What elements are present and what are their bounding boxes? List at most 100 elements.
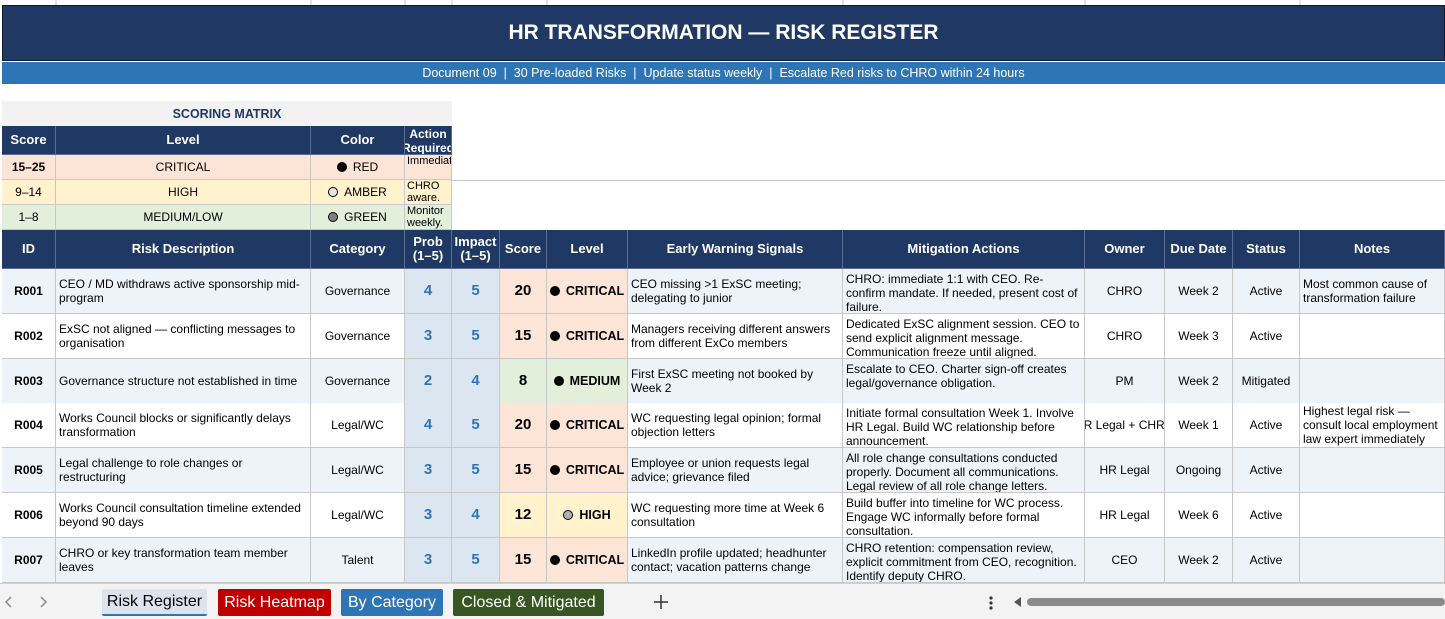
cell-text: Mitigated	[1241, 373, 1291, 388]
cell-text: Risk Description	[131, 241, 235, 256]
cell-warning: WC requesting more time at Week 6 consul…	[628, 493, 843, 538]
cell-text: 5	[471, 326, 480, 344]
cell-text: Impact (1–5)	[454, 234, 497, 263]
column-header: Mitigation Actions	[843, 230, 1085, 269]
cell-text: Legal/WC	[331, 463, 384, 478]
sheet-tab[interactable]: By Category	[341, 589, 443, 616]
cell-text: 8	[518, 371, 528, 389]
add-sheet[interactable]	[651, 592, 671, 612]
cell-text: Action Required	[405, 127, 452, 155]
cell-text: R005	[14, 463, 43, 478]
matrix-action: Monitor weekly.	[405, 205, 452, 230]
cell-owner: CHRO	[1085, 269, 1165, 314]
sheet-tab[interactable]: Risk Register	[102, 589, 207, 616]
cell-id: R001	[2, 269, 56, 314]
top-grid	[55, 0, 1301, 6]
more-menu[interactable]	[984, 592, 998, 614]
cell-notes	[1300, 448, 1445, 494]
cell-description: Legal challenge to role changes or restr…	[56, 448, 311, 494]
column-header: Prob (1–5)	[405, 230, 452, 269]
tab-nav-arrows[interactable]	[0, 590, 60, 614]
cell-text: 4	[423, 416, 433, 434]
cell-due: Week 1	[1165, 403, 1233, 449]
cell-owner: HR Legal	[1085, 448, 1165, 494]
cell-text: 15	[514, 326, 532, 344]
sheet-tab[interactable]: Closed & Mitigated	[453, 589, 604, 616]
cell-warning: WC requesting legal opinion; formal obje…	[628, 403, 843, 449]
cell-text: Monitor weekly.	[407, 205, 444, 229]
cell-text: R006	[14, 508, 43, 522]
column-header: ID	[2, 230, 56, 269]
cell-owner: HR Legal + CHRO	[1085, 403, 1165, 449]
cell-text: CHRO aware.	[407, 180, 441, 204]
cell-level: CRITICAL	[547, 403, 628, 449]
cell-mitigation: CHRO: immediate 1:1 with CEO. Re-confirm…	[843, 269, 1085, 314]
cell-text: Governance structure not established in …	[59, 373, 298, 388]
cell-text: Active	[1249, 328, 1283, 343]
cell-owner: HR Legal	[1085, 493, 1165, 538]
cell-notes	[1300, 537, 1445, 583]
matrix-header: Action Required	[405, 126, 452, 155]
cell-text: 2	[423, 371, 433, 389]
cell-text: LinkedIn profile updated; headhunter con…	[631, 545, 827, 574]
horizontal-scrollbar[interactable]	[1010, 594, 1445, 610]
cell-text: Week 2	[1178, 552, 1219, 567]
column-header: Risk Description	[56, 230, 311, 269]
cell-prob: 4	[405, 269, 452, 314]
cell-description: CEO / MD withdraws active sponsorship mi…	[56, 269, 311, 314]
grid-line	[452, 180, 1445, 181]
cell-text: Status	[1246, 241, 1286, 256]
cell-text: Active	[1249, 552, 1283, 567]
cell-text: HR Legal	[1099, 508, 1150, 522]
cell-text: Legal/WC	[331, 508, 384, 522]
cell-text: Governance	[324, 373, 391, 388]
cell-score: 20	[500, 403, 547, 449]
cell-text: 5	[471, 461, 480, 479]
cell-impact: 5	[452, 313, 500, 359]
cell-warning: Employee or union requests legal advice;…	[628, 448, 843, 494]
cell-category: Governance	[311, 269, 405, 314]
cell-due: Week 2	[1165, 269, 1233, 314]
cell-description: Works Council blocks or significantly de…	[56, 403, 311, 449]
cell-warning: First ExSC meeting not booked by Week 2	[628, 358, 843, 404]
cell-text: Week 2	[1178, 373, 1219, 388]
status-dot	[336, 162, 347, 172]
cell-prob: 3	[405, 313, 452, 359]
cell-text: CEO missing >1 ExSC meeting; delegating …	[631, 277, 802, 305]
cell-id: R004	[2, 403, 56, 449]
cell-text: Level	[570, 241, 604, 256]
cell-description: Works Council consultation timeline exte…	[56, 493, 311, 538]
cell-text: Mitigation Actions	[907, 241, 1020, 256]
cell-impact: 5	[452, 269, 500, 314]
cell-impact: 5	[452, 403, 500, 449]
cell-impact: 5	[452, 537, 500, 583]
cell-text: R002	[14, 328, 43, 343]
cell-text: 3	[423, 461, 433, 479]
cell-score: 15	[500, 537, 547, 583]
cell-text: Legal challenge to role changes or restr…	[59, 456, 243, 485]
cell-category: Legal/WC	[311, 403, 405, 449]
column-header: Category	[311, 230, 405, 269]
cell-text: R004	[14, 418, 43, 433]
cell-level: MEDIUM	[547, 358, 628, 404]
cell-due: Week 2	[1165, 537, 1233, 583]
cell-prob: 3	[405, 537, 452, 583]
matrix-level: MEDIUM/LOW	[56, 205, 311, 230]
column-header: Level	[547, 230, 628, 269]
column-header: Due Date	[1165, 230, 1233, 269]
cell-text: Owner	[1104, 241, 1145, 256]
cell-text: Ongoing	[1175, 463, 1222, 478]
cell-score: 8	[500, 358, 547, 404]
cell-text: Score	[10, 132, 47, 147]
cell-text: Level	[166, 132, 200, 147]
cell-score: 15	[500, 448, 547, 494]
cell-impact: 5	[452, 448, 500, 494]
sheet-tab[interactable]: Risk Heatmap	[218, 589, 331, 616]
cell-text: Works Council blocks or significantly de…	[59, 411, 291, 440]
cell-status: Active	[1233, 493, 1300, 538]
cell-text: CRITICAL	[155, 160, 211, 174]
cell-text: CRITICAL	[565, 463, 625, 478]
cell-text: 5	[471, 550, 480, 568]
cell-text: CRITICAL	[565, 552, 625, 567]
